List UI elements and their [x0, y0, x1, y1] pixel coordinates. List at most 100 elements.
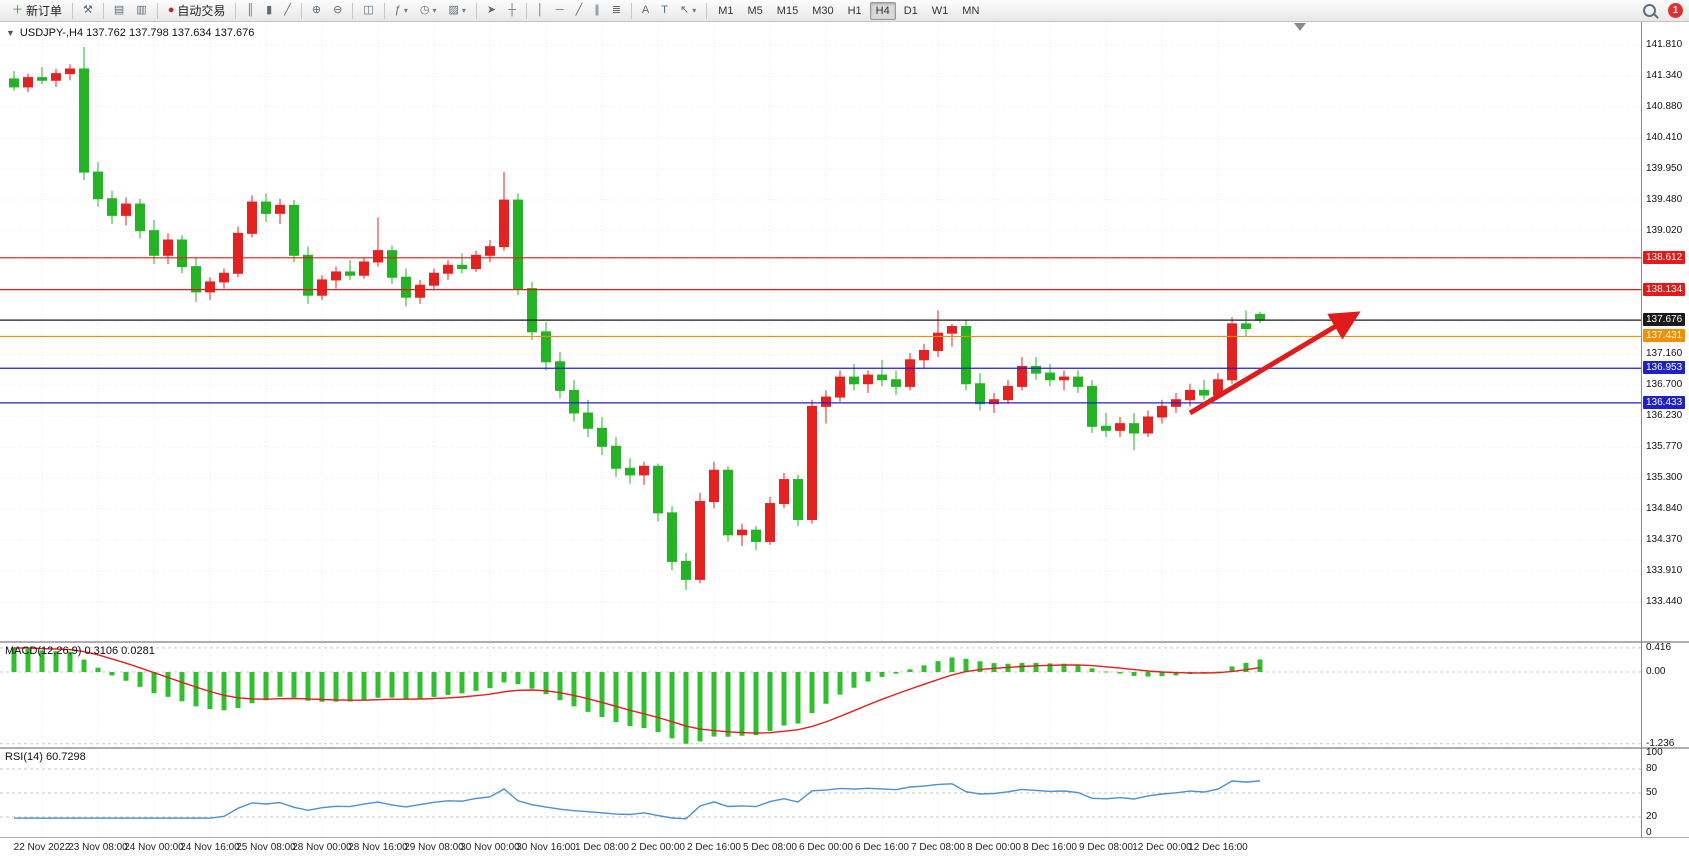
notification-badge[interactable]: 1: [1668, 3, 1683, 18]
toolbar-separator: [383, 2, 385, 19]
market-watch-icon: ▤: [113, 4, 125, 16]
time-axis-label: 9 Dec 08:00: [1079, 842, 1133, 853]
time-axis-label: 29 Nov 08:00: [404, 842, 464, 853]
candlestick-chart-button[interactable]: ▮: [261, 1, 277, 21]
time-axis-label: 2 Dec 00:00: [631, 842, 685, 853]
panel-separator[interactable]: [0, 747, 1689, 749]
tools-icon: ⚒: [83, 4, 93, 16]
price-badge: 136.433: [1643, 395, 1686, 409]
axis-label: -1.236: [1646, 737, 1675, 749]
axis-label: 135.300: [1646, 472, 1683, 484]
toolbar-separator: [72, 2, 74, 19]
vertical-line-icon: │: [536, 4, 544, 16]
toolbar-buttons: ＋新订单 ⚒ ▤ ▥ ● 自动交易 ║ ▮ ╱ ⊕ ⊖ ◫ ƒ ▾ ◷ ▾ ▨ ▾ ➤ ┼ │ ─ ╱ ∥ ≣ A T ↖ ▾ M1 M5 M…: [6, 0, 986, 22]
cursor-icon: ➤: [486, 4, 497, 16]
indicators-icon: ƒ: [394, 4, 401, 16]
axis-label: 135.770: [1646, 440, 1683, 452]
autotrading-button[interactable]: ● 自动交易: [163, 1, 231, 21]
tools-button[interactable]: ⚒: [78, 1, 98, 21]
axis-label: 139.480: [1646, 194, 1683, 206]
time-axis-label: 5 Dec 08:00: [743, 842, 797, 853]
time-axis[interactable]: 22 Nov 2022 23 Nov 08:00 24 Nov 00:00 24 No…: [0, 838, 1689, 859]
panel-separator[interactable]: [0, 641, 1689, 643]
axis-label: 139.020: [1646, 224, 1683, 236]
equidistant-channel-button[interactable]: ∥: [589, 1, 605, 21]
toolbar-separator: [156, 2, 158, 19]
axis-label: 50: [1646, 787, 1658, 798]
price-axis[interactable]: 141.810 141.340 140.880 140.410 139.950 139.4…: [1642, 22, 1689, 859]
axis-label: 0: [1646, 827, 1652, 838]
fibonacci-button[interactable]: ≣: [607, 1, 626, 21]
timeframe-W1[interactable]: W1: [931, 4, 949, 17]
templates-dropdown-icon[interactable]: ▾: [461, 6, 466, 15]
time-axis-label: 25 Nov 08:00: [236, 842, 296, 853]
axis-label: 141.340: [1646, 70, 1683, 82]
periods-button[interactable]: ◷ ▾: [415, 1, 442, 21]
timeframe-M5[interactable]: M5: [747, 4, 763, 17]
arrows-button[interactable]: ↖ ▾: [675, 1, 701, 21]
trendline-button[interactable]: ╱: [571, 1, 588, 21]
axis-label: 137.160: [1646, 348, 1683, 360]
text-icon: A: [641, 4, 650, 16]
equidistant-channel-icon: ∥: [594, 4, 600, 16]
axis-label: 134.840: [1646, 502, 1683, 514]
panel-separator: [0, 837, 1689, 838]
chart-shift-marker[interactable]: [1294, 23, 1306, 31]
chart-title: ▼ USDJPY-,H4 137.762 137.798 137.634 137.…: [6, 27, 254, 39]
line-chart-button[interactable]: ╱: [279, 1, 296, 21]
rsi-panel[interactable]: [0, 749, 1641, 837]
timeframe-H1[interactable]: H1: [847, 4, 862, 17]
crosshair-button[interactable]: ┼: [503, 1, 521, 21]
axis-label: 134.370: [1646, 534, 1683, 546]
time-axis-label: 12 Dec 16:00: [1188, 842, 1248, 853]
indicators-dropdown-icon[interactable]: ▾: [403, 6, 408, 15]
search-icon[interactable]: [1640, 2, 1660, 20]
new-order-button[interactable]: ＋新订单: [7, 1, 67, 21]
timeframe-MN[interactable]: MN: [962, 4, 980, 17]
timeframe-M15[interactable]: M15: [776, 4, 799, 17]
horizontal-line-button[interactable]: ─: [551, 1, 569, 21]
market-watch-button[interactable]: ▤: [109, 1, 129, 21]
time-axis-label: 24 Nov 00:00: [124, 842, 184, 853]
vertical-line-button[interactable]: │: [532, 1, 549, 21]
indicators-button[interactable]: ƒ ▾: [390, 1, 413, 21]
price-axis-border: [1641, 22, 1642, 838]
macd-panel[interactable]: [0, 643, 1641, 747]
toolbar-separator: [235, 2, 237, 19]
templates-button[interactable]: ▨ ▾: [443, 1, 470, 21]
periods-icon: ◷: [419, 4, 430, 16]
toolbar: ＋新订单 ⚒ ▤ ▥ ● 自动交易 ║ ▮ ╱ ⊕ ⊖ ◫ ƒ ▾ ◷ ▾ ▨ ▾ ➤ ┼ │ ─ ╱ ∥ ≣ A T ↖ ▾ M1 M5 M…: [0, 0, 1689, 22]
bar-chart-button[interactable]: ║: [241, 1, 259, 21]
timeframe-H4[interactable]: H4: [869, 1, 896, 20]
main-chart[interactable]: [0, 22, 1641, 641]
zoom-in-button[interactable]: ⊕: [307, 1, 326, 21]
trend-arrow-annotation[interactable]: [1188, 311, 1361, 416]
time-axis-label: 28 Nov 00:00: [292, 842, 352, 853]
toolbar-separator: [706, 2, 708, 19]
zoom-out-button[interactable]: ⊖: [328, 1, 347, 21]
text-button[interactable]: A: [637, 1, 654, 21]
timeframe-M1[interactable]: M1: [718, 4, 734, 17]
crosshair-icon: ┼: [508, 4, 516, 16]
cursor-button[interactable]: ➤: [482, 1, 501, 21]
new-order-icon: ＋: [12, 4, 23, 16]
text-label-button[interactable]: T: [656, 1, 673, 21]
time-axis-label: 30 Nov 16:00: [516, 842, 576, 853]
axis-label: 141.810: [1646, 39, 1683, 50]
price-badge: 138.134: [1643, 282, 1686, 296]
data-window-button[interactable]: ▥: [131, 1, 151, 21]
chart-title-text: USDJPY-,H4 137.762 137.798 137.634 137.6…: [19, 27, 255, 39]
axis-label: 136.230: [1646, 410, 1683, 422]
axis-label: 133.440: [1646, 596, 1683, 608]
axis-label: 100: [1646, 747, 1663, 758]
arrows-dropdown-icon[interactable]: ▾: [692, 6, 697, 15]
periods-dropdown-icon[interactable]: ▾: [432, 6, 437, 15]
time-axis-label: 24 Nov 16:00: [180, 842, 240, 853]
toolbar-separator: [475, 2, 477, 19]
timeframe-D1[interactable]: D1: [903, 4, 918, 17]
tile-windows-button[interactable]: ◫: [358, 1, 378, 21]
one-click-trading-toggle[interactable]: ▼: [6, 28, 15, 38]
timeframe-M30[interactable]: M30: [812, 4, 834, 17]
toolbar-separator: [300, 2, 302, 19]
axis-label: 140.410: [1646, 132, 1683, 144]
